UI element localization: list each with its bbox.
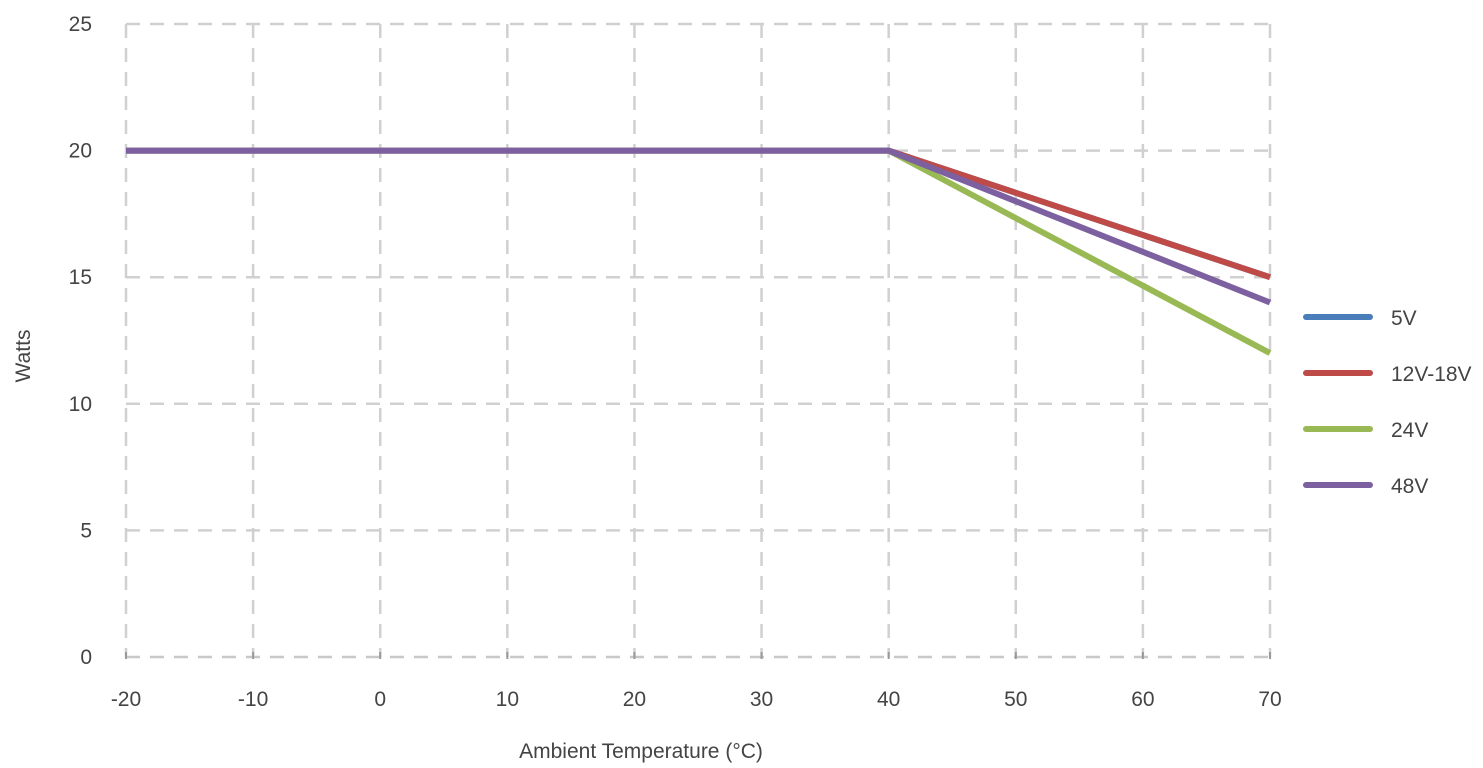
y-tick-label: 25: [69, 13, 92, 36]
x-tick-label: 20: [623, 688, 646, 711]
axes: [125, 652, 1271, 659]
y-tick-label: 10: [69, 393, 92, 416]
y-tick-label: 5: [80, 519, 92, 542]
x-tick-label: 30: [750, 688, 773, 711]
series-line: [126, 147, 1271, 281]
x-tick-label: 10: [496, 688, 519, 711]
series-lines: [126, 147, 1272, 356]
y-tick-label: 20: [69, 140, 92, 163]
series-line: [126, 147, 1271, 281]
x-axis-title: Ambient Temperature (°C): [519, 740, 763, 763]
y-tick-label: 0: [80, 646, 92, 669]
x-tick-label: 50: [1004, 688, 1027, 711]
x-tick-label: 60: [1131, 688, 1154, 711]
x-tick-label: 40: [877, 688, 900, 711]
y-axis-title: Watts: [12, 330, 35, 383]
x-tick-label: -20: [111, 688, 141, 711]
x-tick-label: 0: [374, 688, 386, 711]
x-tick-label: -10: [238, 688, 268, 711]
tick-labels: 0 5 10 15 20 25 -20 -10 0 10 20 30 40 50 60 70: [69, 13, 1282, 711]
legend-label: 5V: [1391, 307, 1417, 330]
legend-label: 12V-18V: [1391, 363, 1472, 386]
legend-label: 48V: [1391, 475, 1428, 498]
y-tick-label: 15: [69, 266, 92, 289]
grid: [124, 22, 1272, 657]
legend-label: 24V: [1391, 419, 1428, 442]
series-line: [126, 147, 1272, 356]
series-line: [126, 147, 1272, 306]
x-tick-label: 70: [1258, 688, 1281, 711]
legend: 5V 12V-18V 24V 48V: [1303, 307, 1472, 498]
